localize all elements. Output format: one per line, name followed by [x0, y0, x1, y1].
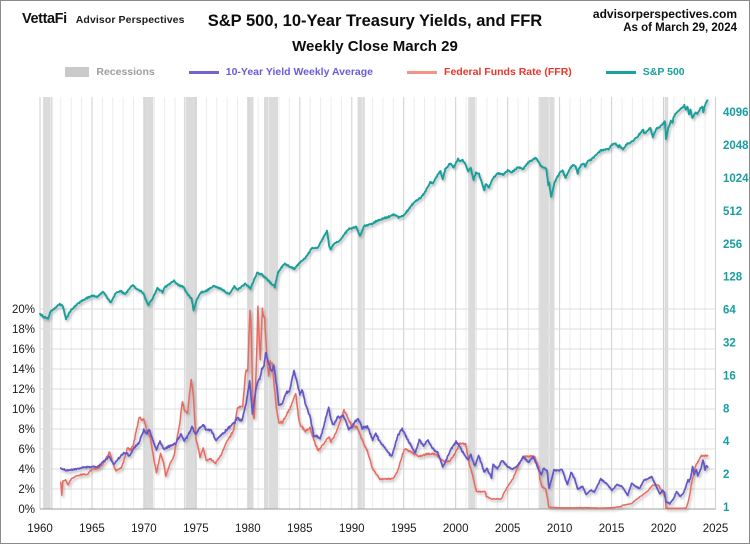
recession-band [538, 97, 555, 509]
legend-label: 10-Year Yield Weekly Average [225, 66, 374, 78]
y-axis-left-tick-label: 18% [12, 324, 35, 336]
series-line-10-year-yield [59, 351, 709, 505]
as-of-date: As of March 29, 2024 [623, 22, 737, 34]
recession-band [357, 97, 365, 509]
x-axis-tick-label: 1960 [27, 523, 53, 535]
source-block: advisorperspectives.com As of March 29, … [593, 7, 737, 34]
page-subtitle: Weekly Close March 29 [292, 38, 458, 55]
legend-label: S&P 500 [642, 66, 685, 78]
y-axis-right-tick-label: 64 [723, 305, 736, 317]
y-axis-right-tick-label: 4 [723, 436, 730, 448]
x-axis-tick-label: 2000 [443, 523, 469, 535]
line-swatch-icon [407, 70, 438, 74]
y-axis-left-tick-label: 20% [12, 304, 35, 316]
y-axis-right-tick-label: 512 [723, 206, 742, 218]
recession-band [468, 97, 476, 509]
recession-band [247, 97, 254, 509]
legend-item-ffr: Federal Funds Rate (FFR) [407, 66, 572, 78]
series-line-ffr [60, 305, 709, 510]
x-axis-tick-label: 2015 [599, 523, 625, 535]
y-axis-left-tick-label: 16% [12, 344, 35, 356]
y-axis-left-tick-label: 12% [12, 384, 35, 396]
y-axis-right-tick-label: 1024 [723, 173, 749, 185]
vettafi-logo: VettaFi [22, 11, 67, 27]
y-axis-left-tick-label: 0% [18, 504, 35, 516]
line-swatch-icon [605, 70, 636, 74]
y-axis-right-tick-label: 8 [723, 403, 730, 415]
y-axis-right-tick-label: 128 [723, 272, 743, 284]
x-axis-tick-label: 2025 [703, 523, 729, 535]
legend-item-recessions: Recessions [65, 66, 155, 78]
page-title: S&P 500, 10-Year Treasury Yields, and FF… [207, 12, 543, 30]
recession-band [43, 97, 53, 509]
recession-band [664, 97, 669, 509]
y-axis-right-tick-label: 1 [723, 502, 730, 514]
series-group [39, 99, 709, 510]
logo-block: VettaFi Advisor Perspectives [22, 11, 185, 27]
x-axis-tick-label: 2010 [547, 523, 573, 535]
x-axis-tick-label: 2020 [651, 523, 677, 535]
legend-item-sp500: S&P 500 [605, 66, 685, 78]
y-axis-right-tick-label: 2 [723, 469, 729, 481]
advisor-perspectives-label: Advisor Perspectives [75, 14, 185, 26]
legend-label: Recessions [96, 66, 155, 78]
y-axis-left-tick-label: 8% [18, 424, 35, 436]
x-axis-tick-label: 1985 [287, 523, 313, 535]
y-axis-right-tick-label: 16 [723, 370, 736, 382]
y-axis-right-tick-label: 4096 [723, 107, 749, 119]
x-axis-tick-label: 1995 [391, 523, 417, 535]
x-axis-tick-label: 2005 [495, 523, 521, 535]
legend: Recessions 10-Year Yield Weekly Average … [1, 66, 749, 78]
legend-label: Federal Funds Rate (FFR) [444, 66, 572, 78]
series-line-sp500 [39, 99, 709, 321]
y-axis-left-tick-label: 10% [12, 404, 35, 416]
y-axis-right-tick-label: 32 [723, 338, 736, 350]
recession-band [264, 97, 278, 509]
line-swatch-icon [188, 70, 219, 74]
x-axis-tick-label: 1980 [235, 523, 261, 535]
y-axis-right-tick-label: 2048 [723, 140, 749, 152]
x-axis-tick-label: 1970 [131, 523, 157, 535]
y-axis-left-tick-label: 6% [18, 444, 35, 456]
y-axis-left-tick-label: 14% [12, 364, 35, 376]
y-axis-left-tick-label: 2% [18, 484, 35, 496]
x-axis-tick-label: 1965 [79, 523, 105, 535]
recession-swatch-icon [65, 67, 90, 77]
x-axis-tick-label: 1975 [183, 523, 209, 535]
x-axis-tick-label: 1990 [339, 523, 365, 535]
legend-item-10-year-yield: 10-Year Yield Weekly Average [188, 66, 374, 78]
y-axis-left-tick-label: 4% [18, 464, 35, 476]
y-axis-right-tick-label: 256 [723, 239, 742, 251]
source-domain: advisorperspectives.com [592, 7, 737, 21]
